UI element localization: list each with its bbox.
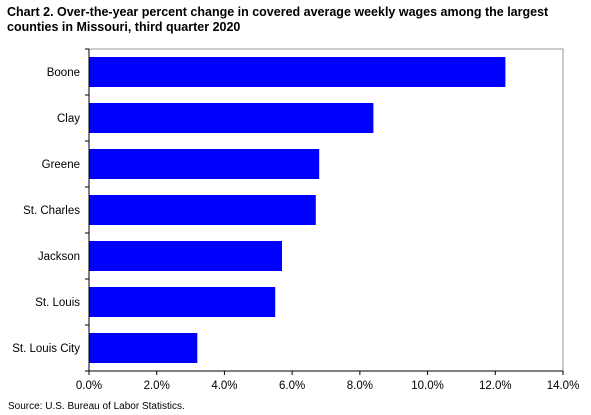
x-tick-label: 10.0% xyxy=(411,380,444,392)
category-label: St. Louis City xyxy=(12,343,80,355)
x-tick-label: 0.0% xyxy=(76,380,102,392)
bar-st-louis xyxy=(89,287,276,317)
x-tick-label: 14.0% xyxy=(547,380,580,392)
category-label: Clay xyxy=(57,113,80,125)
plot-area: Boone Clay Greene St. Charles Jackson St. Lou… xyxy=(12,48,580,392)
bar-greene xyxy=(89,149,320,179)
x-tick-label: 6.0% xyxy=(279,380,305,392)
category-label: Greene xyxy=(42,159,80,171)
x-tick-label: 12.0% xyxy=(479,380,512,392)
bar-boone xyxy=(89,57,506,87)
x-tick-label: 2.0% xyxy=(144,380,170,392)
category-label: St. Charles xyxy=(23,205,80,217)
x-tick-label: 4.0% xyxy=(211,380,237,392)
chart-title: Chart 2. Over-the-year percent change in… xyxy=(7,5,587,35)
category-label: St. Louis xyxy=(35,297,80,309)
category-label: Boone xyxy=(47,67,80,79)
source-note: Source: U.S. Bureau of Labor Statistics. xyxy=(8,401,185,412)
category-label: Jackson xyxy=(38,251,80,263)
chart-title-line-1: Chart 2. Over-the-year percent change in… xyxy=(7,5,549,19)
bar-clay xyxy=(89,103,374,133)
bar-jackson xyxy=(89,241,282,271)
chart-title-line-2: counties in Missouri, third quarter 2020 xyxy=(7,20,241,34)
bar-st-charles xyxy=(89,195,316,225)
x-tick-label: 8.0% xyxy=(347,380,373,392)
bar-st-louis-city xyxy=(89,333,198,363)
